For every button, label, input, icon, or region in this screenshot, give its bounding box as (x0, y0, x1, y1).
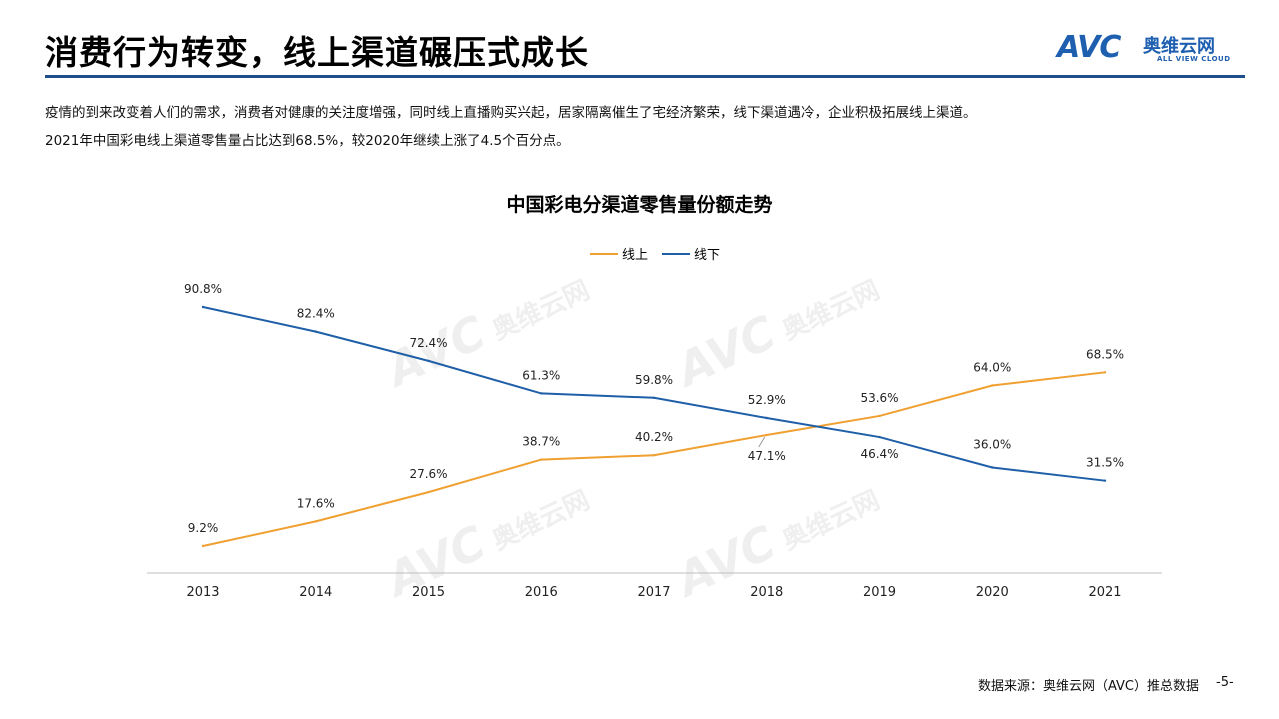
data-point-online (314, 520, 317, 523)
data-source: 数据来源：奥维云网（AVC）推总数据 (977, 679, 1199, 694)
data-label-online: 53.6% (860, 391, 898, 405)
data-label-offline: 82.4% (297, 307, 335, 321)
legend-label-online: 线上 (622, 248, 649, 263)
data-label-offline: 61.3% (522, 368, 560, 382)
data-point-offline (540, 392, 543, 395)
x-tick-label: 2013 (186, 585, 219, 600)
logo-english-name: ALL VIEW CLOUD (1157, 55, 1231, 63)
data-label-online: 40.2% (635, 430, 673, 444)
data-label-offline: 59.8% (635, 373, 673, 387)
data-point-offline (427, 359, 430, 363)
description-line-2: 2021年中国彩电线上渠道零售量占比达到68.5%，较2020年继续上涨了4.5… (45, 133, 570, 149)
data-label-online: 38.7% (522, 435, 560, 449)
legend-swatch-offline (662, 252, 691, 255)
data-point-online (1103, 371, 1107, 374)
data-label-offline: 31.5% (1086, 456, 1124, 470)
page-title: 消费行为转变，线上渠道碾压式成长 (45, 33, 589, 72)
chart-title: 中国彩电分渠道零售量份额走势 (506, 194, 773, 216)
data-label-online: 9.2% (188, 521, 219, 535)
data-point-offline (652, 396, 656, 399)
chart-legend: 线上 线下 (590, 244, 734, 263)
data-point-offline (765, 416, 768, 420)
data-label-online: 17.6% (297, 496, 335, 510)
data-point-online (540, 458, 543, 461)
description-line-1: 疫情的到来改变着人们的需求，消费者对健康的关注度增强，同时线上直播购买兴起，居家… (45, 105, 977, 121)
x-tick-label: 2020 (976, 585, 1009, 600)
legend-label-offline: 线下 (694, 248, 721, 263)
x-tick-label: 2018 (750, 585, 783, 600)
x-tick-label: 2015 (412, 585, 445, 600)
data-point-online (652, 454, 656, 457)
data-point-offline (1103, 479, 1107, 482)
data-point-online (427, 490, 430, 494)
label-leader-line (758, 436, 766, 448)
data-label-offline: 52.9% (748, 393, 786, 407)
logo-chinese-name: 奥维云网 (1143, 36, 1215, 57)
data-label-offline: 36.0% (973, 438, 1011, 452)
data-label-offline: 46.4% (860, 447, 898, 461)
data-point-offline (878, 435, 881, 439)
logo-mark: AVC (1057, 30, 1121, 65)
data-point-online (991, 384, 994, 387)
data-point-online (878, 414, 881, 418)
data-label-offline: 72.4% (409, 336, 447, 350)
data-label-online: 64.0% (973, 360, 1011, 374)
x-tick-label: 2019 (863, 585, 896, 600)
data-point-online (201, 544, 205, 548)
data-label-online: 47.1% (748, 449, 786, 463)
data-point-offline (314, 330, 317, 333)
x-tick-label: 2021 (1088, 585, 1121, 600)
data-label-online: 68.5% (1086, 347, 1124, 361)
data-point-offline (991, 466, 994, 469)
x-tick-label: 2014 (299, 585, 332, 600)
x-tick-label: 2017 (637, 585, 670, 600)
data-point-offline (201, 305, 205, 309)
legend-swatch-online (590, 252, 618, 255)
legend-item-offline: 线下 (662, 244, 720, 263)
data-label-online: 27.6% (409, 467, 447, 481)
data-point-online (765, 433, 768, 437)
page-number: -5- (1216, 675, 1234, 690)
data-label-offline: 90.8% (184, 282, 222, 296)
title-divider (45, 75, 1245, 78)
avc-logo: AVC 奥维云网 ALL VIEW CLOUD (1057, 30, 1247, 68)
x-tick-label: 2016 (525, 585, 558, 600)
legend-item-online: 线上 (590, 244, 648, 263)
